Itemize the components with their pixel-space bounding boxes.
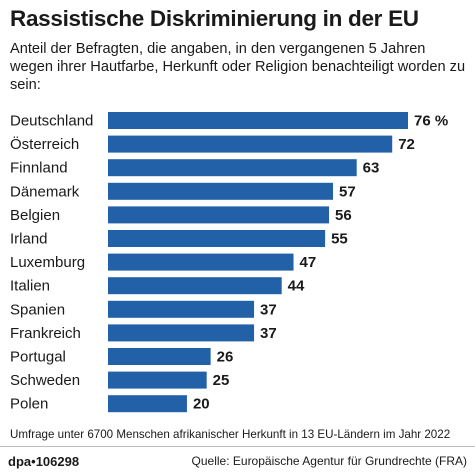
brand-separator: • [31,454,36,469]
bar [108,182,333,200]
bar [108,395,187,413]
graphic-number: 106298 [35,454,80,469]
source-note: Quelle: Europäische Agentur für Grundrec… [191,454,467,468]
category-label: Luxemburg [10,254,85,271]
value-label: 56 [335,207,352,224]
chart-title: Rassistische Diskriminierung in der EU [10,6,419,31]
brand-name: dpa [8,454,32,469]
chart-subtitle: Anteil der Befragten, die angaben, in de… [10,41,466,93]
value-label: 47 [300,254,317,271]
value-label: 26 [217,349,234,366]
category-label: Deutschland [10,113,93,130]
bar [108,324,255,342]
category-label: Portugal [10,349,66,366]
bar [108,230,326,247]
category-label: Spanien [10,301,65,318]
value-label: 63 [363,160,380,177]
bar [108,348,211,365]
bar-chart: Deutschland 76 % Österreich 72 Finnland 63 Dän… [10,112,448,413]
value-label: 44 [288,278,305,295]
value-label: 37 [260,301,277,318]
value-label: 37 [260,325,277,342]
category-label: Polen [10,396,48,413]
value-label: 25 [213,372,230,389]
category-label: Schweden [10,372,80,389]
value-label: 72 [398,136,415,153]
category-label: Frankreich [10,325,81,342]
value-label: 76 % [414,113,448,130]
category-label: Österreich [10,135,79,153]
category-label: Italien [10,278,50,295]
category-label: Finnland [10,160,68,177]
bar [108,159,357,177]
survey-note: Umfrage unter 6700 Menschen afrikanische… [10,428,451,441]
bar [108,277,282,295]
graphic-id: dpa•106298 [8,454,79,469]
bar [108,112,408,129]
bar [108,135,393,153]
bar [108,300,255,318]
value-label: 55 [331,231,348,248]
bar [108,371,207,389]
category-label: Dänemark [10,183,80,200]
value-label: 20 [193,396,210,413]
category-label: Irland [10,231,48,248]
bar [108,253,294,271]
category-label: Belgien [10,207,60,224]
bar [108,206,330,224]
footer-divider [0,446,475,447]
value-label: 57 [339,183,356,200]
